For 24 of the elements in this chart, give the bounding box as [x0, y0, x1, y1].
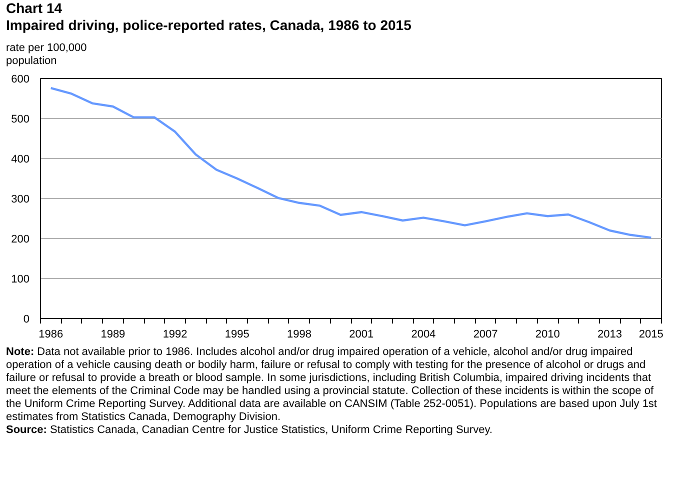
x-tick-label: 1995	[224, 328, 250, 340]
y-tick-label: 300	[11, 194, 30, 206]
x-tick-label: 1998	[287, 328, 312, 340]
source-note: Source: Statistics Canada, Canadian Centre for Justice Statistics, Uniform Crime Reporting Survey.	[6, 424, 492, 436]
y-axis-title: rate per 100,000 population	[6, 42, 88, 68]
y-tick-label: 100	[11, 274, 30, 286]
x-tick-label: 1992	[162, 328, 188, 340]
line-series	[50, 87, 652, 239]
text: Note: Data not available prior to 1986. Includes alcohol and/or drug impaired operation of a vehicle, alcohol and/or drug impaired operation of a vehicle causing death or bodily harm, failure or refusal to comply with testing for the presence of alcohol or drugs and failure or refusal to provide a breath or blood sample. In some jurisdictions, including British Columbia, impaired driving incidents that meet the elements of the Criminal Code may be handled using a provincial statute. Collection of these incidents is within the scope of the Uniform Crime Reporting Survey. Additional data are available on CANSIM (Table 252-0051). Populations are based upon July 1st estimates from Statistics Canada, Demography Division.	[6, 346, 657, 423]
x-tick-label: 2007	[473, 328, 498, 340]
x-tick-label: 2001	[349, 328, 374, 340]
x-tick-label: 2013	[598, 328, 622, 340]
y-tick-label: 500	[11, 114, 30, 126]
y-tick-label: 400	[11, 154, 30, 166]
x-tick-label: 1986	[38, 328, 64, 340]
y-tick-label: 200	[11, 234, 30, 246]
chart-title: Chart 14	[6, 0, 62, 16]
y-tick-label: 600	[11, 74, 30, 86]
x-tick-label: 1989	[100, 328, 126, 340]
x-tick-label: 2004	[411, 328, 436, 340]
x-tick-label: 2010	[535, 328, 560, 340]
x-tick-label: 2015	[638, 328, 664, 340]
chart-subtitle: Impaired driving, police-reported rates, Canada, 1986 to 2015	[6, 17, 412, 33]
y-tick-label: 0	[23, 314, 30, 326]
